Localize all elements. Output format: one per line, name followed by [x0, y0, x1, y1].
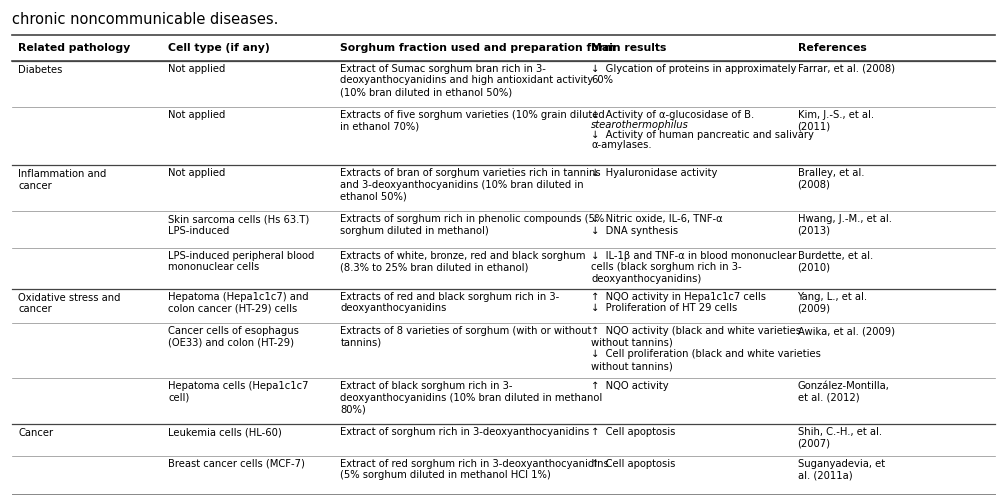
- Text: Hwang, J.-M., et al.
(2013): Hwang, J.-M., et al. (2013): [798, 214, 891, 236]
- Text: Not applied: Not applied: [168, 64, 226, 74]
- Text: Extract of Sumac sorghum bran rich in 3-
deoxyanthocyanidins and high antioxidan: Extract of Sumac sorghum bran rich in 3-…: [340, 64, 593, 97]
- Text: Leukemia cells (HL-60): Leukemia cells (HL-60): [168, 427, 282, 437]
- Text: Extracts of red and black sorghum rich in 3-
deoxyanthocyanidins: Extracts of red and black sorghum rich i…: [340, 291, 560, 313]
- Text: ↑  Cell apoptosis: ↑ Cell apoptosis: [591, 427, 676, 437]
- Text: References: References: [798, 43, 866, 53]
- Text: Shih, C.-H., et al.
(2007): Shih, C.-H., et al. (2007): [798, 427, 882, 449]
- Text: ↓  Activity of human pancreatic and salivary: ↓ Activity of human pancreatic and saliv…: [591, 130, 814, 140]
- Text: ↑  NQO activity: ↑ NQO activity: [591, 381, 669, 391]
- Text: Related pathology: Related pathology: [18, 43, 130, 53]
- Text: Main results: Main results: [591, 43, 667, 53]
- Text: Cancer: Cancer: [18, 428, 53, 438]
- Text: ↑  NQO activity in Hepa1c1c7 cells
↓  Proliferation of HT 29 cells: ↑ NQO activity in Hepa1c1c7 cells ↓ Prol…: [591, 291, 766, 313]
- Text: stearothermophilus: stearothermophilus: [591, 120, 689, 130]
- Text: Not applied: Not applied: [168, 110, 226, 120]
- Text: ↑  NQO activity (black and white varieties
without tannins)
↓  Cell proliferatio: ↑ NQO activity (black and white varietie…: [591, 326, 821, 371]
- Text: Suganyadevia, et
al. (2011a): Suganyadevia, et al. (2011a): [798, 459, 884, 481]
- Text: Extracts of white, bronze, red and black sorghum
(8.3% to 25% bran diluted in et: Extracts of white, bronze, red and black…: [340, 251, 586, 272]
- Text: Extract of black sorghum rich in 3-
deoxyanthocyanidins (10% bran diluted in met: Extract of black sorghum rich in 3- deox…: [340, 381, 603, 415]
- Text: ↓  Hyaluronidase activity: ↓ Hyaluronidase activity: [591, 168, 718, 178]
- Text: ↓  Nitric oxide, IL-6, TNF-α
↓  DNA synthesis: ↓ Nitric oxide, IL-6, TNF-α ↓ DNA synthe…: [591, 214, 723, 236]
- Text: Yang, L., et al.
(2009): Yang, L., et al. (2009): [798, 291, 868, 313]
- Text: Cell type (if any): Cell type (if any): [168, 43, 270, 53]
- Text: Hepatoma (Hepa1c1c7) and
colon cancer (HT-29) cells: Hepatoma (Hepa1c1c7) and colon cancer (H…: [168, 291, 309, 313]
- Text: Oxidative stress and
cancer: Oxidative stress and cancer: [18, 292, 121, 314]
- Text: Inflammation and
cancer: Inflammation and cancer: [18, 169, 107, 191]
- Text: chronic noncommunicable diseases.: chronic noncommunicable diseases.: [12, 12, 279, 27]
- Text: Diabetes: Diabetes: [18, 65, 62, 75]
- Text: Extract of sorghum rich in 3-deoxyanthocyanidins: Extract of sorghum rich in 3-deoxyanthoc…: [340, 427, 590, 437]
- Text: Cancer cells of esophagus
(OE33) and colon (HT-29): Cancer cells of esophagus (OE33) and col…: [168, 326, 299, 348]
- Text: Extracts of sorghum rich in phenolic compounds (5%
sorghum diluted in methanol): Extracts of sorghum rich in phenolic com…: [340, 214, 605, 236]
- Text: Extracts of 8 varieties of sorghum (with or without
tannins): Extracts of 8 varieties of sorghum (with…: [340, 326, 592, 348]
- Text: Breast cancer cells (MCF-7): Breast cancer cells (MCF-7): [168, 459, 305, 469]
- Text: Kim, J.-S., et al.
(2011): Kim, J.-S., et al. (2011): [798, 110, 874, 131]
- Text: Extract of red sorghum rich in 3-deoxyanthocyanidins
(5% sorghum diluted in meth: Extract of red sorghum rich in 3-deoxyan…: [340, 459, 609, 481]
- Text: Skin sarcoma cells (Hs 63.T)
LPS-induced: Skin sarcoma cells (Hs 63.T) LPS-induced: [168, 214, 310, 236]
- Text: ↓  Glycation of proteins in approximately
60%: ↓ Glycation of proteins in approximately…: [591, 64, 797, 85]
- Text: LPS-induced peripheral blood
mononuclear cells: LPS-induced peripheral blood mononuclear…: [168, 251, 315, 272]
- Text: Burdette, et al.
(2010): Burdette, et al. (2010): [798, 251, 873, 272]
- Text: ↓  Activity of α-glucosidase of B.: ↓ Activity of α-glucosidase of B.: [591, 110, 754, 120]
- Text: Extracts of bran of sorghum varieties rich in tannins
and 3-deoxyanthocyanidins : Extracts of bran of sorghum varieties ri…: [340, 168, 601, 202]
- Text: Sorghum fraction used and preparation form: Sorghum fraction used and preparation fo…: [340, 43, 616, 53]
- Text: Bralley, et al.
(2008): Bralley, et al. (2008): [798, 168, 864, 190]
- Text: González-Montilla,
et al. (2012): González-Montilla, et al. (2012): [798, 381, 889, 403]
- Text: ↓  IL-1β and TNF-α in blood mononuclear
cells (black sorghum rich in 3-
deoxyant: ↓ IL-1β and TNF-α in blood mononuclear c…: [591, 251, 797, 284]
- Text: α-amylases.: α-amylases.: [591, 140, 652, 150]
- Text: Farrar, et al. (2008): Farrar, et al. (2008): [798, 64, 894, 74]
- Text: Awika, et al. (2009): Awika, et al. (2009): [798, 326, 894, 336]
- Text: Extracts of five sorghum varieties (10% grain diluted
in ethanol 70%): Extracts of five sorghum varieties (10% …: [340, 110, 605, 131]
- Text: Not applied: Not applied: [168, 168, 226, 178]
- Text: ↑  Cell apoptosis: ↑ Cell apoptosis: [591, 459, 676, 469]
- Text: Hepatoma cells (Hepa1c1c7
cell): Hepatoma cells (Hepa1c1c7 cell): [168, 381, 309, 403]
